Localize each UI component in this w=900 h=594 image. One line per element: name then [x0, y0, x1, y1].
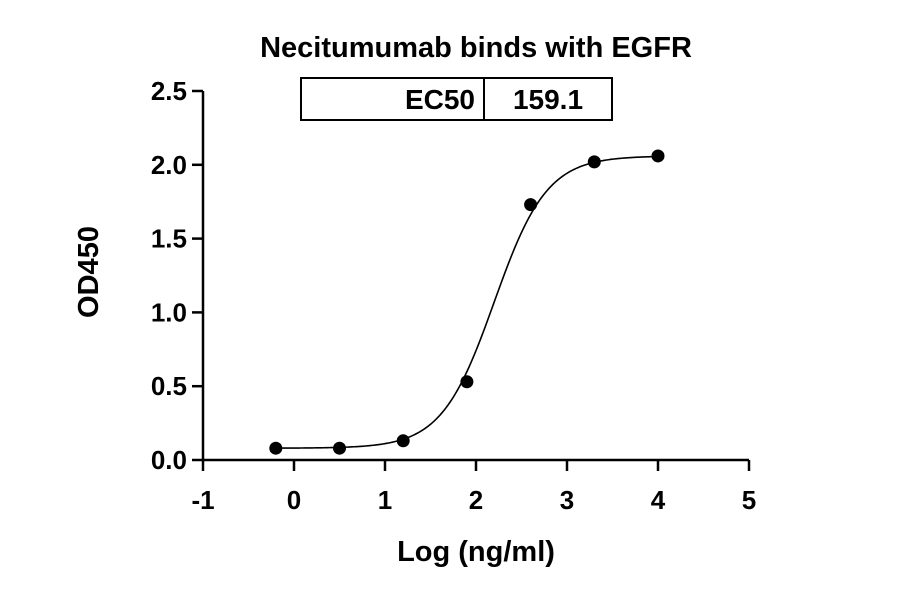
data-point — [269, 441, 283, 455]
fit-curve — [275, 155, 659, 449]
data-point — [333, 441, 346, 455]
y-tick-label: 1.0 — [151, 297, 187, 327]
x-tick-label: 2 — [469, 485, 483, 515]
ec50-value: 159.1 — [513, 84, 583, 115]
y-tick-label: 0.0 — [151, 445, 187, 475]
y-tick-label: 2.0 — [151, 150, 187, 180]
ec50-label: EC50 — [405, 84, 475, 115]
x-axis-title: Log (ng/ml) — [397, 536, 555, 568]
ec50-table-border — [300, 77, 613, 121]
data-point — [651, 149, 665, 163]
chart-title: Necitumumab binds with EGFR — [260, 32, 692, 64]
data-points — [269, 149, 665, 455]
y-tick-label: 0.5 — [151, 371, 187, 401]
data-point — [524, 198, 538, 212]
axes — [201, 91, 749, 462]
x-tick-label: 0 — [287, 485, 301, 515]
y-axis-title: OD450 — [73, 226, 105, 318]
y-tick-label: 1.5 — [151, 224, 187, 254]
y-axis-ticks: 0.0 0.5 1.0 1.5 2.0 2.5 — [151, 76, 203, 475]
y-tick-label: 2.5 — [151, 76, 187, 106]
data-point — [587, 155, 601, 169]
x-tick-label: 1 — [378, 485, 392, 515]
x-tick-label: 4 — [651, 485, 666, 515]
x-tick-label: -1 — [191, 485, 214, 515]
ec50-table: EC50 159.1 — [300, 77, 613, 121]
x-tick-label: 5 — [742, 485, 756, 515]
x-tick-label: 3 — [560, 485, 574, 515]
data-point — [460, 375, 474, 389]
data-point — [396, 434, 410, 448]
x-axis-ticks: -1 0 1 2 3 4 5 — [191, 460, 756, 515]
